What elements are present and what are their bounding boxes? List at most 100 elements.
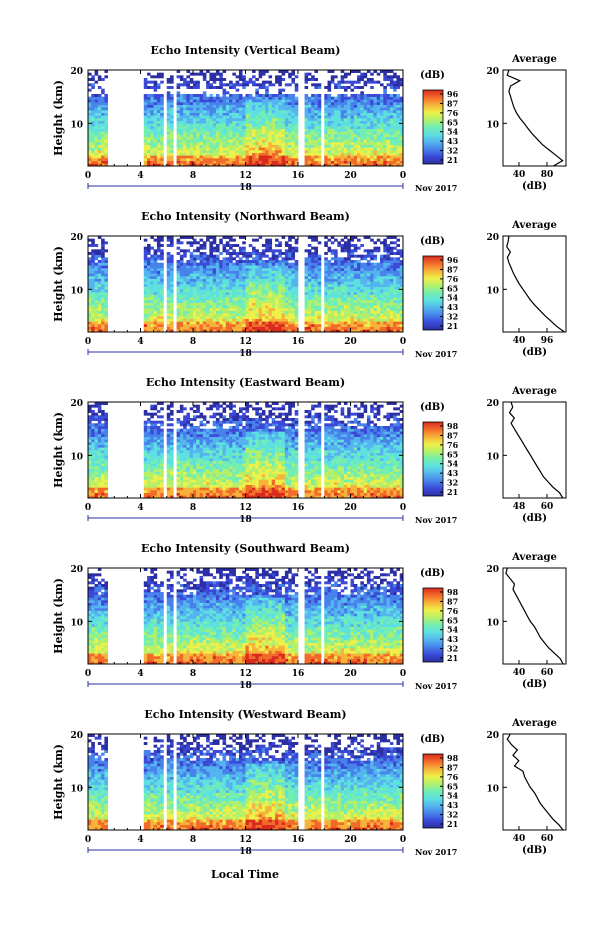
heatmap-cell: [265, 316, 269, 319]
heatmap-cell: [199, 112, 204, 116]
heatmap-cell: [199, 318, 204, 322]
heatmap-cell: [317, 302, 322, 306]
heatmap-cell: [225, 292, 230, 295]
heatmap-cell: [258, 139, 263, 143]
heatmap-cell: [147, 96, 151, 100]
heatmap-cell: [206, 276, 210, 279]
heatmap-cell: [196, 150, 200, 153]
heatmap-cell: [88, 136, 92, 140]
heatmap-cell: [202, 94, 207, 97]
heatmap-cell: [183, 99, 187, 103]
heatmap-cell: [153, 254, 158, 258]
heatmap-cell: [261, 302, 266, 306]
heatmap-cell: [389, 289, 394, 293]
heatmap-cell: [199, 302, 204, 306]
heatmap-cell: [380, 310, 384, 314]
heatmap-cell: [343, 276, 348, 279]
heatmap-cell: [255, 126, 259, 129]
heatmap-cell: [160, 158, 164, 161]
heatmap-cell: [209, 318, 213, 322]
heatmap-cell: [255, 268, 259, 271]
heatmap-cell: [334, 238, 338, 242]
heatmap-cell: [225, 294, 230, 298]
heatmap-cell: [343, 155, 348, 159]
heatmap-cell: [284, 152, 289, 156]
heatmap-cell: [235, 144, 240, 148]
heatmap-cell: [252, 70, 256, 73]
heatmap-cell: [209, 110, 213, 113]
heatmap-cell: [104, 260, 108, 263]
heatmap-cell: [350, 316, 355, 319]
heatmap-cell: [337, 310, 341, 314]
heatmap-cell: [104, 163, 108, 167]
heatmap-cell: [91, 278, 95, 282]
heatmap-cell: [209, 72, 213, 76]
heatmap-cell: [373, 281, 378, 285]
heatmap-cell: [166, 131, 171, 135]
heatmap-cell: [271, 308, 276, 311]
heatmap-cell: [343, 236, 348, 239]
heatmap-cell: [242, 134, 246, 137]
heatmap-cell: [386, 147, 391, 151]
heatmap-cell: [212, 104, 217, 108]
heatmap-cell: [170, 284, 174, 287]
heatmap-cell: [235, 131, 240, 135]
heatmap-cell: [196, 324, 200, 327]
heatmap-cell: [225, 281, 230, 285]
heatmap-cell: [222, 131, 227, 135]
heatmap-cell: [281, 289, 286, 293]
heatmap-cell: [212, 99, 217, 103]
heatmap-cell: [393, 80, 397, 84]
heatmap-cell: [97, 286, 102, 290]
heatmap-cell: [202, 316, 207, 319]
heatmap-cell: [307, 99, 312, 103]
heatmap-cell: [147, 134, 151, 137]
heatmap-cell: [363, 294, 368, 298]
heatmap-cell: [275, 302, 279, 306]
heatmap-cell: [225, 252, 230, 255]
heatmap-cell: [206, 321, 210, 325]
heatmap-cell: [265, 126, 269, 129]
heatmap-cell: [219, 131, 223, 135]
heatmap-cell: [176, 316, 181, 319]
heatmap-cell: [383, 72, 387, 76]
heatmap-cell: [160, 136, 164, 140]
heatmap-cell: [160, 305, 164, 309]
heatmap-cell: [317, 86, 322, 89]
heatmap-cell: [366, 134, 371, 137]
heatmap-cell: [271, 128, 276, 132]
heatmap-cell: [393, 326, 397, 330]
heatmap-cell: [235, 276, 240, 279]
heatmap-cell: [189, 310, 194, 314]
heatmap-cell: [281, 155, 286, 159]
heatmap-cell: [366, 297, 371, 301]
heatmap-cell: [245, 262, 250, 266]
heatmap-cell: [170, 286, 174, 290]
heatmap-cell: [160, 289, 164, 293]
heatmap-cell: [324, 86, 328, 89]
heatmap-cell: [363, 144, 368, 148]
heatmap-cell: [238, 316, 243, 319]
heatmap-cell: [383, 326, 387, 330]
heatmap-cell: [245, 163, 250, 167]
heatmap-cell: [94, 163, 99, 167]
heatmap-cell: [268, 276, 273, 279]
heatmap-cell: [222, 96, 227, 100]
heatmap-cell: [97, 294, 102, 298]
heatmap-cell: [206, 110, 210, 113]
heatmap-cell: [304, 318, 309, 322]
heatmap-cell: [101, 268, 105, 271]
heatmap-cell: [350, 244, 355, 247]
heatmap-cell: [160, 318, 164, 322]
heatmap-cell: [91, 86, 95, 89]
heatmap-cell: [196, 155, 200, 159]
heatmap-cell: [275, 326, 279, 330]
heatmap-cell: [219, 120, 223, 124]
heatmap-cell: [278, 281, 282, 285]
heatmap-cell: [219, 276, 223, 279]
heatmap-cell: [242, 78, 246, 81]
heatmap-cell: [376, 249, 381, 253]
heatmap-cell: [255, 294, 259, 298]
heatmap-cell: [275, 144, 279, 148]
heatmap-cell: [370, 262, 374, 266]
